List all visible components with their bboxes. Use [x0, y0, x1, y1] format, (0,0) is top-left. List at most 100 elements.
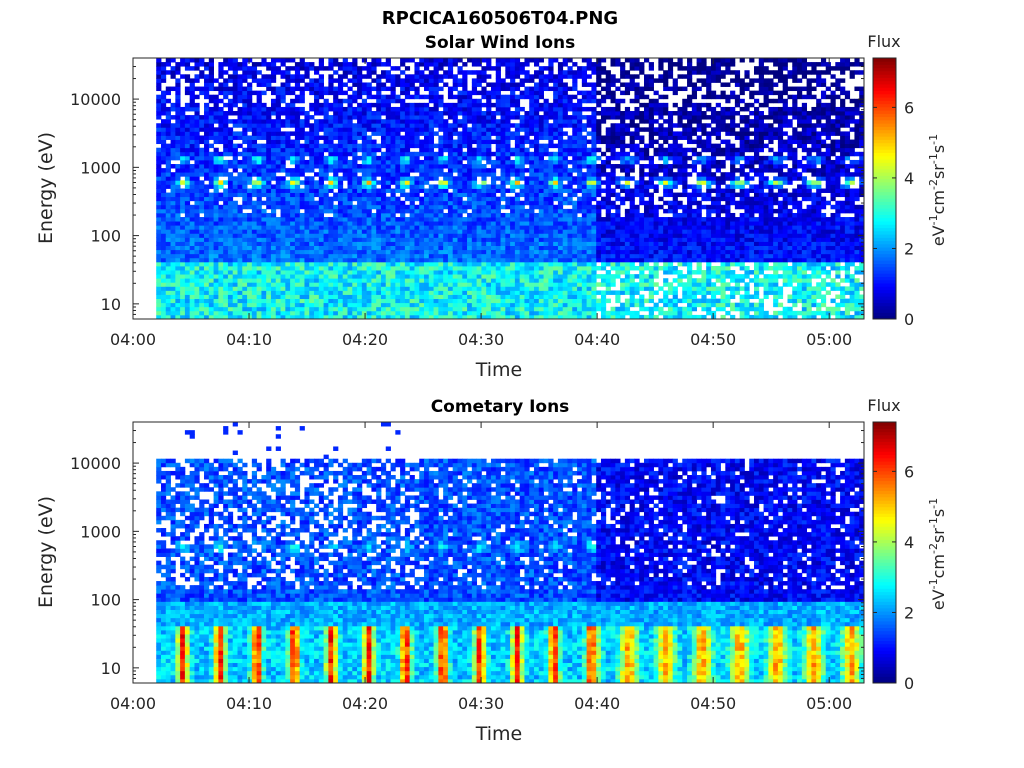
heatmap-cell: [218, 172, 224, 177]
heatmap-cell: [486, 253, 492, 259]
heatmap-cell: [247, 274, 253, 279]
heatmap-cell: [553, 184, 559, 189]
heatmap-cell: [457, 111, 463, 116]
heatmap-cell: [500, 111, 506, 116]
heatmap-cell: [443, 253, 449, 259]
heatmap-cell: [419, 119, 425, 124]
heatmap-cell: [476, 58, 482, 63]
heatmap-cell: [261, 310, 267, 316]
heatmap-cell: [543, 229, 549, 234]
heatmap-cell: [424, 135, 430, 140]
heatmap-cell: [208, 78, 214, 83]
heatmap-cell: [505, 200, 511, 206]
heatmap-cell: [534, 139, 540, 145]
heatmap-cell: [557, 106, 564, 112]
heatmap-cell: [242, 233, 248, 238]
heatmap-cell: [160, 298, 167, 304]
heatmap-cell: [514, 208, 521, 214]
heatmap-cell: [318, 86, 324, 92]
heatmap-cell: [562, 90, 568, 96]
heatmap-cell: [256, 147, 262, 153]
heatmap-cell: [227, 306, 234, 312]
heatmap-cell: [247, 102, 253, 108]
heatmap-cell: [232, 192, 238, 198]
heatmap-cell: [414, 168, 420, 173]
heatmap-cell: [476, 106, 482, 112]
heatmap-cell: [357, 168, 363, 173]
heatmap-cell: [471, 172, 478, 177]
heatmap-cell: [304, 237, 310, 242]
heatmap-cell: [175, 253, 181, 259]
heatmap-cell: [361, 278, 368, 283]
heatmap-cell: [438, 147, 444, 153]
heatmap-cell: [548, 286, 554, 291]
heatmap-cell: [371, 294, 377, 300]
heatmap-cell: [280, 237, 286, 242]
heatmap-cell: [500, 151, 506, 157]
heatmap-cell: [424, 265, 430, 271]
heatmap-cell: [156, 131, 162, 136]
heatmap-cell: [557, 143, 564, 149]
heatmap-cell: [462, 261, 468, 267]
heatmap-cell: [486, 188, 492, 193]
heatmap-cell: [184, 58, 191, 63]
heatmap-cell: [347, 253, 353, 259]
heatmap-cell: [237, 172, 243, 177]
heatmap-cell: [337, 180, 344, 185]
heatmap-cell: [538, 314, 544, 320]
heatmap-cell: [347, 70, 353, 75]
heatmap-cell: [428, 184, 434, 189]
heatmap-cell: [529, 290, 535, 295]
heatmap-cell: [337, 147, 344, 153]
heatmap-cell: [534, 290, 540, 295]
heatmap-cell: [309, 115, 315, 120]
heatmap-cell: [352, 265, 358, 271]
heatmap-cell: [424, 102, 430, 108]
heatmap-cell: [395, 314, 401, 320]
heatmap-cell: [208, 314, 214, 320]
heatmap-cell: [471, 245, 478, 251]
heatmap-cell: [524, 127, 530, 132]
heatmap-cell: [361, 188, 368, 193]
heatmap-cell: [505, 221, 511, 226]
heatmap-cell: [223, 135, 229, 140]
heatmap-cell: [462, 98, 468, 104]
heatmap-cell: [247, 290, 253, 295]
heatmap-cell: [347, 314, 353, 320]
heatmap-cell: [428, 221, 434, 226]
heatmap-cell: [500, 306, 506, 312]
heatmap-cell: [361, 82, 368, 87]
heatmap-cell: [433, 188, 439, 193]
heatmap-cell: [548, 225, 554, 230]
heatmap-cell: [280, 70, 286, 75]
heatmap-cell: [337, 298, 344, 304]
heatmap-cell: [256, 119, 262, 124]
heatmap-cell: [180, 233, 186, 238]
heatmap-cell: [385, 74, 391, 79]
heatmap-cell: [534, 200, 540, 206]
heatmap-cell: [471, 270, 478, 275]
heatmap-cell: [428, 143, 434, 149]
heatmap-cell: [495, 306, 501, 312]
heatmap-cell: [447, 249, 454, 255]
heatmap-cell: [462, 111, 468, 116]
heatmap-cell: [567, 249, 573, 255]
heatmap-cell: [242, 168, 248, 173]
heatmap-cell: [337, 168, 344, 173]
heatmap-cell: [318, 176, 324, 181]
heatmap-cell: [342, 159, 348, 165]
heatmap-cell: [376, 265, 382, 271]
heatmap-cell: [333, 123, 339, 128]
heatmap-cell: [294, 62, 301, 67]
heatmap-cell: [481, 298, 487, 304]
heatmap-cell: [170, 192, 176, 198]
heatmap-cell: [333, 290, 339, 295]
heatmap-cell: [275, 164, 281, 169]
heatmap-cell: [390, 253, 396, 259]
heatmap-cell: [280, 131, 286, 136]
heatmap-cell: [318, 111, 324, 116]
heatmap-cell: [529, 94, 535, 100]
heatmap-cell: [467, 225, 473, 230]
heatmap-cell: [208, 106, 214, 112]
heatmap-cell: [165, 164, 171, 169]
